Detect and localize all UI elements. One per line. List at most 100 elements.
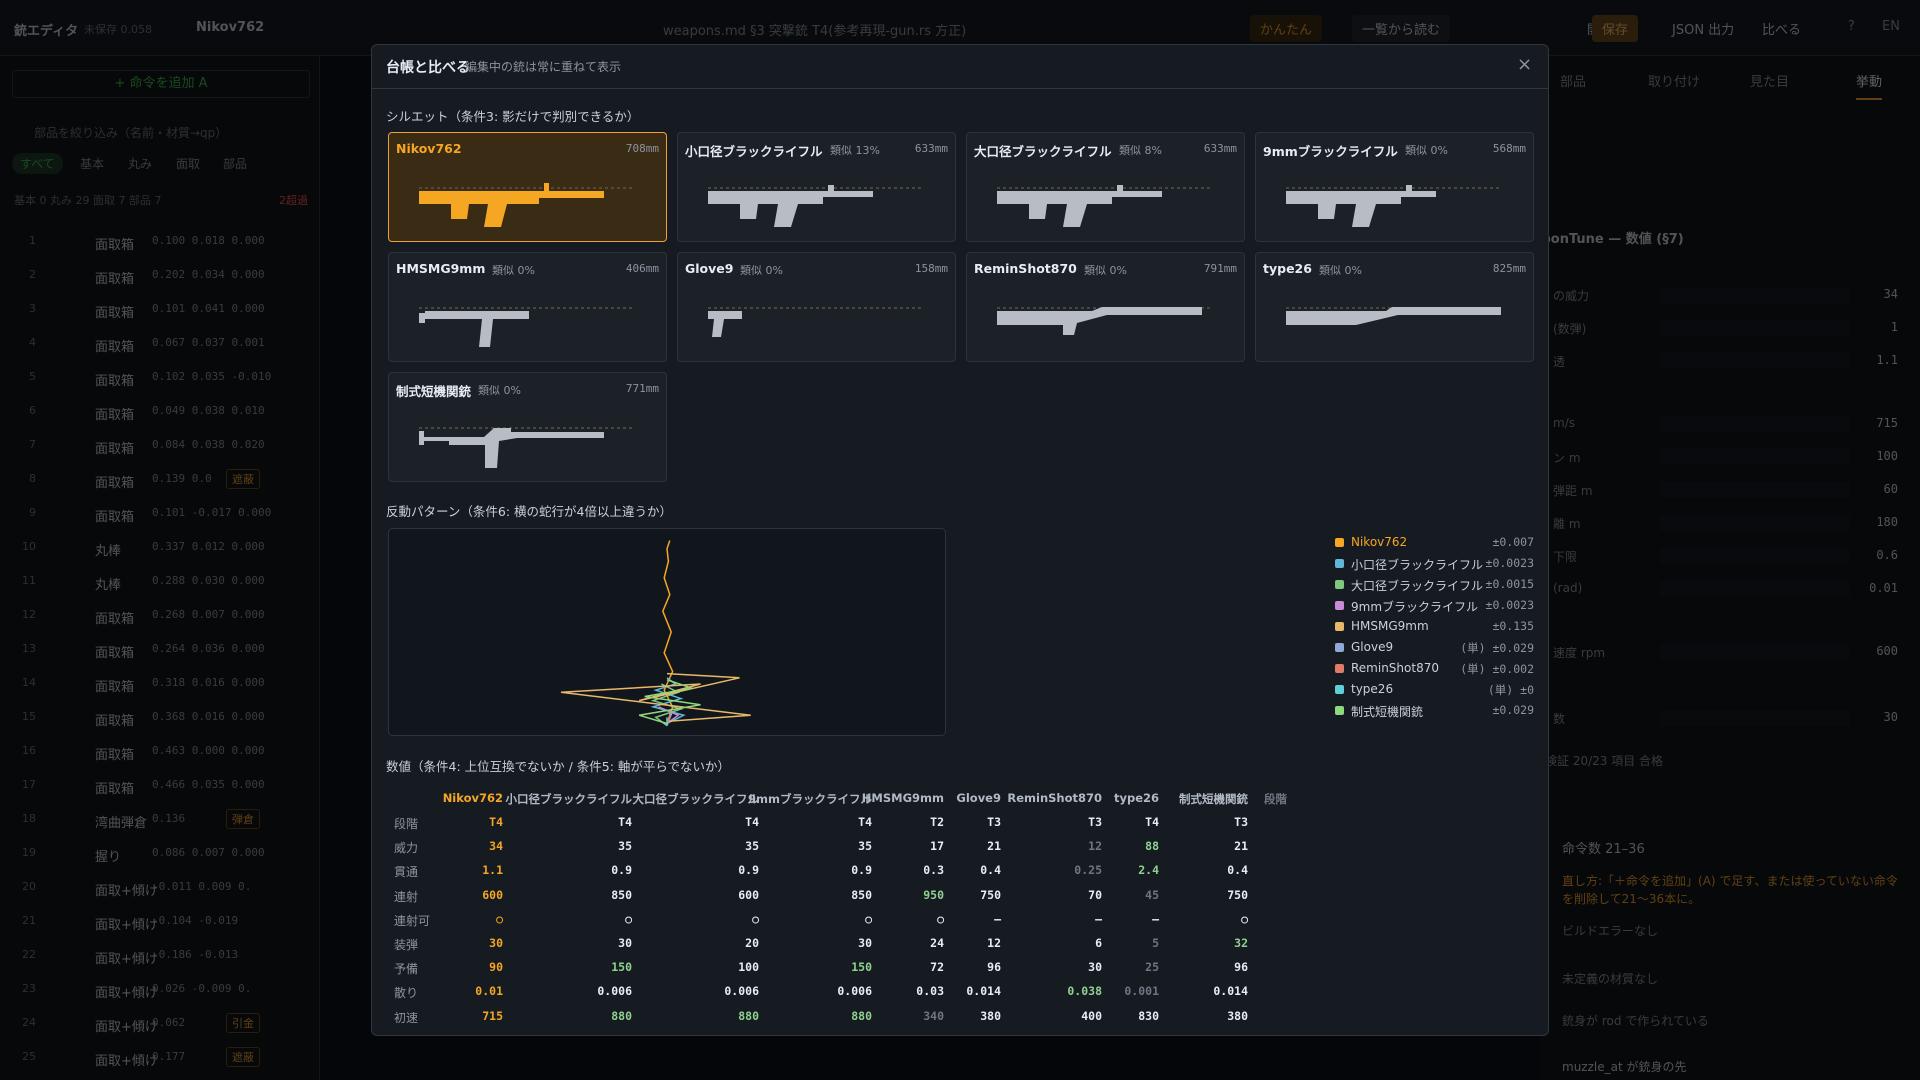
legend-spread: ±0.007: [1492, 535, 1534, 549]
gun-name: Glove9: [685, 261, 734, 276]
table-cell: 100: [738, 960, 759, 975]
silhouette: [997, 307, 1212, 335]
legend-name: 小口径ブラックライフル: [1351, 558, 1484, 572]
silhouette-card[interactable]: 9mmブラックライフル 類似 0% 568mm: [1255, 132, 1534, 242]
table-cell: 950: [923, 887, 944, 902]
gun-shape: [708, 311, 742, 337]
table-cell: 600: [482, 887, 503, 902]
table-cell: 25: [1145, 960, 1159, 975]
dialog-title: 台帳と比べる: [386, 60, 470, 76]
similarity: 類似 0%: [740, 264, 783, 277]
legend-swatch: [1335, 601, 1344, 610]
table-cell: 45: [1145, 887, 1159, 902]
legend-swatch: [1335, 664, 1344, 673]
silhouette: [708, 307, 923, 337]
table-cell: 0.038: [1067, 984, 1102, 999]
column-header: 段階: [1264, 792, 1287, 806]
table-cell: ○: [937, 911, 944, 926]
table-cell: 750: [980, 887, 1001, 902]
gun-length: 791mm: [1203, 262, 1237, 275]
table-cell: 20: [745, 936, 759, 950]
table-cell: 600: [738, 887, 759, 902]
legend-spread: (単) ±0.002: [1460, 662, 1534, 676]
similarity: 類似 0%: [478, 384, 521, 397]
silhouette-card[interactable]: 制式短機関銃 類似 0% 771mm: [388, 372, 667, 482]
table-cell: 0.25: [1074, 863, 1102, 878]
close-button[interactable]: ×: [1517, 54, 1533, 75]
silhouette: [997, 185, 1212, 227]
silhouette: [419, 183, 634, 227]
table-cell: 2.4: [1138, 863, 1159, 878]
gun-shape: [1286, 185, 1436, 227]
table-cell: 21: [987, 839, 1001, 854]
table-cell: T3: [1088, 815, 1102, 829]
table-cell: —: [1152, 911, 1159, 926]
row-label: 威力: [394, 841, 419, 856]
gun-length: 568mm: [1492, 142, 1526, 155]
table-cell: 30: [489, 936, 503, 950]
gun-shape: [997, 307, 1202, 335]
column-header: Nikov762: [442, 791, 503, 805]
column-header: 制式短機関銃: [1179, 792, 1248, 806]
gun-shape: [419, 311, 529, 347]
silhouette-card[interactable]: 小口径ブラックライフル 類似 13% 633mm: [677, 132, 956, 242]
legend-swatch: [1335, 559, 1344, 568]
row-label: 初速: [394, 1010, 419, 1025]
silhouette-card[interactable]: HMSMG9mm 類似 0% 406mm: [388, 252, 667, 362]
table-cell: T4: [618, 815, 632, 829]
table-cell: 2.2: [901, 1033, 1001, 1035]
silhouette-card[interactable]: 大口径ブラックライフル 類似 8% 633mm: [966, 132, 1245, 242]
gun-length: 825mm: [1492, 262, 1526, 275]
similarity: 類似 0%: [492, 264, 535, 277]
silhouette-card[interactable]: type26 類似 0% 825mm: [1255, 252, 1534, 362]
table-cell: 12: [987, 936, 1001, 950]
similarity: 類似 0%: [1405, 144, 1448, 157]
table-cell: 830: [1138, 1008, 1159, 1023]
table-cell: 12: [1088, 839, 1102, 854]
recoil-line: [560, 672, 751, 723]
table-cell: 96: [1234, 960, 1248, 975]
table-cell: 0.9: [851, 863, 872, 878]
table-cell: 0.014: [966, 984, 1001, 999]
table-cell: 2.6: [403, 1033, 503, 1035]
legend-name: 9mmブラックライフル: [1351, 600, 1479, 614]
table-cell: 3.6: [1059, 1033, 1159, 1035]
table-cell: 0.006: [837, 984, 872, 999]
legend-spread: (単) ±0.029: [1460, 641, 1534, 655]
table-cell: 2.8: [844, 1033, 944, 1035]
table-cell: 2.2: [1148, 1033, 1248, 1035]
silhouette-card[interactable]: ReminShot870 類似 0% 791mm: [966, 252, 1245, 362]
legend-swatch: [1335, 685, 1344, 694]
table-cell: 850: [851, 887, 872, 902]
recoil-line: [638, 679, 701, 725]
table-cell: 0.9: [738, 863, 759, 878]
gun-shape: [419, 183, 604, 227]
column-header: 9mmブラックライフル: [748, 792, 872, 806]
table-cell: 90: [489, 960, 503, 975]
table-cell: T4: [858, 815, 872, 829]
table-cell: 750: [1227, 887, 1248, 902]
legend-swatch: [1335, 580, 1344, 589]
table-cell: 715: [482, 1008, 503, 1023]
silhouette: [1286, 185, 1501, 227]
silhouette-card[interactable]: Nikov762 708mm: [388, 132, 667, 242]
legend-name: 大口径ブラックライフル: [1351, 579, 1484, 593]
row-label: 貫通: [394, 865, 419, 880]
gun-name: 小口径ブラックライフル: [685, 144, 823, 159]
table-cell: 380: [980, 1008, 1001, 1023]
table-cell: 5: [1152, 936, 1159, 950]
legend-swatch: [1335, 538, 1344, 547]
silhouette-card[interactable]: Glove9 類似 0% 158mm: [677, 252, 956, 362]
legend-name: Glove9: [1351, 640, 1394, 654]
gun-name: 大口径ブラックライフル: [974, 144, 1112, 159]
table-cell: T3: [1234, 815, 1248, 829]
table-cell: 88: [1145, 839, 1159, 854]
gun-length: 158mm: [914, 262, 948, 275]
table-cell: 35: [618, 839, 632, 854]
gun-name: ReminShot870: [974, 261, 1077, 276]
table-cell: 72: [930, 960, 944, 975]
dialog-header: [372, 45, 1548, 89]
gun-name: type26: [1263, 261, 1312, 276]
silhouette: [708, 185, 923, 227]
